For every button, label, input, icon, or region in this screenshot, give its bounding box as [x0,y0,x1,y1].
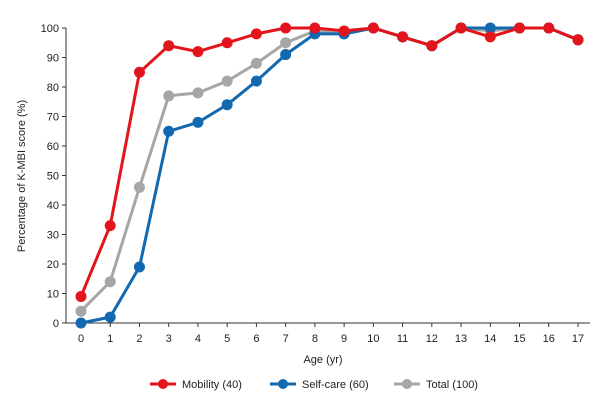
series-1 [75,22,584,329]
x-tick-label: 12 [426,333,438,345]
data-point [192,87,204,99]
data-point [163,90,175,102]
x-axis-title: Age (yr) [303,354,342,366]
data-point [192,46,204,58]
x-tick-label: 4 [195,333,201,345]
legend-item: Mobility (40) [150,379,242,391]
x-tick-label: 17 [572,333,584,345]
x-tick-label: 2 [136,333,142,345]
y-tick-label: 10 [47,289,59,301]
y-tick-label: 50 [47,171,59,183]
x-tick-label: 13 [455,333,467,345]
x-tick-label: 8 [312,333,318,345]
x-tick-label: 6 [253,333,259,345]
data-point [367,22,379,34]
x-tick-label: 5 [224,333,230,345]
series-2 [75,22,584,317]
series-line [79,26,580,325]
legend-marker [158,379,168,389]
x-tick-label: 1 [107,333,113,345]
legend-item: Self-care (60) [270,379,369,391]
x-tick-label: 9 [341,333,347,345]
data-point [163,40,175,52]
data-point [192,116,204,128]
y-axis-title: Percentage of K-MBI score (%) [16,100,28,252]
data-point [133,66,145,78]
x-tick-label: 7 [283,333,289,345]
data-point [250,28,262,40]
data-point [484,22,496,34]
data-point [514,22,526,34]
legend-item: Total (100) [394,379,478,391]
x-tick-label: 15 [513,333,525,345]
data-point [397,31,409,43]
data-point [133,181,145,193]
x-tick-label: 10 [367,333,379,345]
y-tick-label: 20 [47,259,59,271]
legend-label: Mobility (40) [182,379,242,391]
data-point [280,22,292,34]
data-point [280,37,292,49]
data-point [133,261,145,273]
y-tick-label: 70 [47,112,59,124]
data-point [426,40,438,52]
x-tick-label: 14 [484,333,496,345]
series-0 [75,22,584,302]
data-point [543,22,555,34]
y-tick-label: 90 [47,53,59,65]
data-point [104,311,116,323]
series-layer [75,22,584,329]
data-point [484,31,496,43]
legend-label: Total (100) [426,379,478,391]
data-point [75,305,87,317]
x-tick-label: 11 [397,333,408,345]
legend-label: Self-care (60) [302,379,369,391]
y-tick-label: 100 [41,23,59,35]
data-point [572,34,584,46]
y-tick-label: 40 [47,200,59,212]
series-line [79,26,580,298]
series-line [79,26,580,313]
data-point [250,57,262,69]
data-point [75,317,87,329]
data-point [104,276,116,288]
data-point [455,22,467,34]
data-point [163,125,175,137]
legend-marker [278,379,288,389]
data-point [338,25,350,37]
y-tick-label: 80 [47,82,59,94]
data-point [75,290,87,302]
y-tick-label: 30 [47,230,59,242]
y-tick-label: 0 [53,318,59,330]
data-point [221,37,233,49]
x-tick-label: 16 [543,333,555,345]
y-tick-label: 60 [47,141,59,153]
data-point [280,49,292,61]
data-point [221,75,233,87]
x-tick-label: 3 [166,333,172,345]
data-point [221,99,233,111]
data-point [309,22,321,34]
data-point [104,220,116,232]
legend: Mobility (40) Self-care (60) Total (100) [150,379,478,391]
legend-marker [402,379,412,389]
x-tick-label: 0 [78,333,84,345]
data-point [250,75,262,87]
